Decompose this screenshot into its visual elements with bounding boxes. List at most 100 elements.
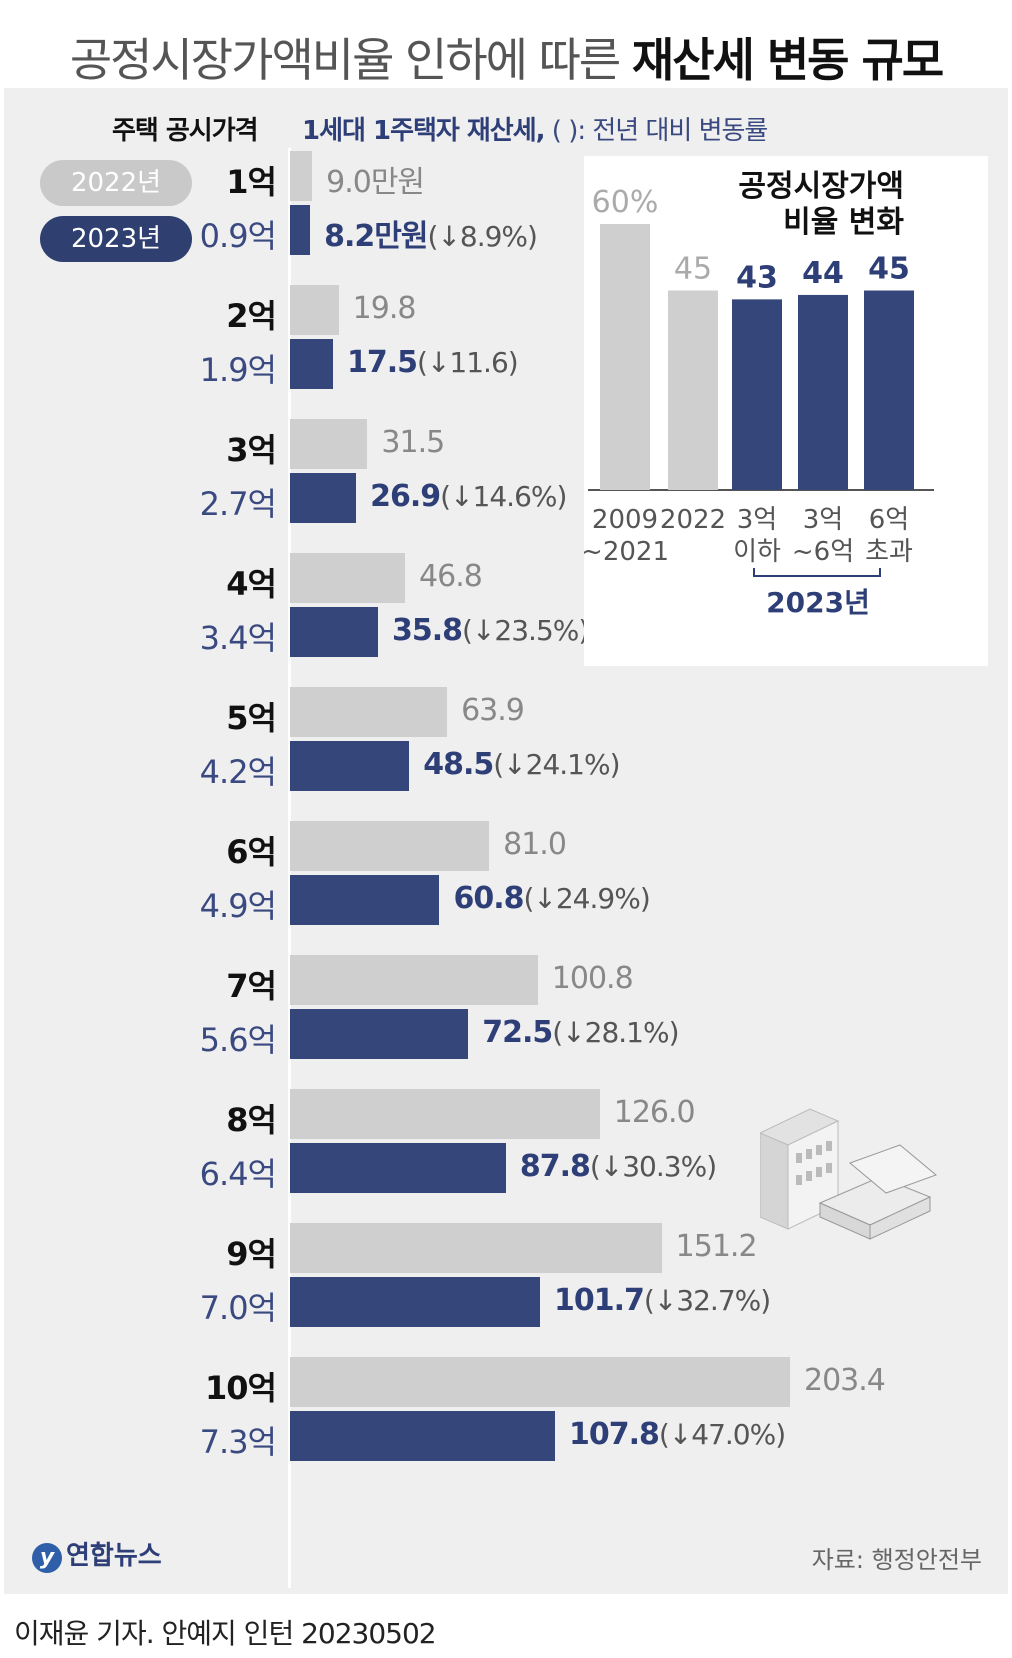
inset-bar (864, 290, 914, 490)
value-2023: 35.8(↓23.5%) (392, 613, 589, 648)
value-2023: 87.8(↓30.3%) (519, 1149, 717, 1184)
bar-2022 (290, 553, 406, 603)
inset-category-label-2: ~6억 (792, 537, 854, 567)
inset-category-label-2: 초과 (865, 537, 913, 567)
bar-2022 (290, 687, 448, 737)
price-2022: 3억 (226, 431, 277, 469)
logo-text: 연합뉴스 (66, 1541, 162, 1571)
value-2023-amount: 26.9 (370, 479, 441, 514)
price-2023: 4.9억 (199, 887, 277, 925)
logo-mark-icon: y (32, 1543, 62, 1573)
value-2022: 203.4 (804, 1363, 886, 1398)
value-2023-amount: 8.2만원 (324, 219, 428, 254)
price-2023: 3.4억 (199, 619, 277, 657)
value-2023-amount: 72.5 (482, 1015, 553, 1050)
inset-bar (668, 290, 718, 490)
inset-value-label: 44 (802, 256, 844, 291)
value-2023-amount: 60.8 (453, 881, 524, 916)
price-2023: 0.9억 (199, 217, 277, 255)
price-2022: 5억 (226, 699, 277, 737)
source-note: 자료: 행정안전부 (811, 1546, 982, 1574)
value-2023: 26.9(↓14.6%) (370, 479, 567, 514)
price-2022: 2억 (226, 297, 277, 335)
bar-2022 (290, 1357, 790, 1407)
inset-value-label: 60% (592, 185, 659, 220)
value-2022: 100.8 (551, 961, 634, 996)
bar-2022 (290, 151, 313, 201)
value-2022: 46.8 (419, 559, 483, 594)
bar-2023 (290, 339, 334, 389)
inset-category-label: 2009 (592, 505, 658, 535)
inset-category-label: 2022 (660, 505, 726, 535)
value-2023-change: (↓24.1%) (493, 748, 620, 781)
inset-bar (600, 224, 650, 490)
bar-2022 (290, 285, 339, 335)
title-light: 공정시장가액비율 인하에 따른 (69, 33, 621, 87)
price-2023: 2.7억 (199, 485, 277, 523)
bar-2023 (290, 1143, 506, 1193)
price-2022: 8억 (226, 1101, 277, 1139)
inset-title-line1: 공정시장가액 (738, 169, 904, 204)
bar-2023 (290, 607, 378, 657)
value-2023: 17.5(↓11.6) (347, 345, 519, 380)
legend-2023: 2023년 (40, 216, 192, 262)
bar-2022 (290, 1223, 662, 1273)
value-2023-amount: 17.5 (347, 345, 418, 380)
byline: 이재윤 기자. 안예지 인턴 20230502 (14, 1617, 437, 1650)
inset-category-label: 6억 (869, 505, 909, 535)
value-2023: 107.8(↓47.0%) (568, 1417, 786, 1452)
value-2023-change: (↓23.5%) (462, 614, 589, 647)
bar-2023 (290, 1009, 469, 1059)
value-2023-amount: 101.7 (554, 1283, 645, 1318)
value-2023-change: (↓14.6%) (440, 480, 567, 513)
bar-2022 (290, 821, 490, 871)
bar-2023 (290, 473, 357, 523)
bar-2022 (290, 1089, 600, 1139)
value-2022: 126.0 (613, 1095, 696, 1130)
legend-2022: 2022년 (40, 160, 192, 206)
value-2022: 151.2 (675, 1229, 758, 1264)
value-2023-change: (↓28.1%) (552, 1016, 679, 1049)
inset-group-bracket (753, 568, 881, 577)
bar-2023 (290, 1277, 540, 1327)
inset-group-label: 2023년 (766, 586, 870, 619)
value-2023-change: (↓47.0%) (658, 1418, 786, 1451)
value-2023-change: (↓11.6) (417, 346, 519, 379)
value-2023-change: (↓30.3%) (589, 1150, 717, 1183)
inset-title-line2: 비율 변화 (783, 205, 904, 240)
axis-line (288, 148, 291, 1588)
bar-2023 (290, 875, 440, 925)
value-2023-change: (↓32.7%) (643, 1284, 771, 1317)
ratio-inset-chart: 공정시장가액 비율 변화 60% 2009 ~2021 45 2022 43 3억 이하 44 3억 ~… (584, 156, 988, 666)
price-header: 주택 공시가격 (112, 116, 259, 146)
ratio-inset-svg: 공정시장가액비율 변화60%2009~2021452022433억이하443억~… (584, 169, 934, 619)
bar-2022 (290, 419, 368, 469)
price-2022: 1억 (226, 163, 277, 201)
tax-header-rest: ( ): 전년 대비 변동률 (551, 116, 769, 146)
inset-value-label: 43 (736, 260, 778, 295)
value-2023-amount: 107.8 (568, 1417, 660, 1452)
inset-value-label: 45 (674, 252, 712, 287)
value-2022: 9.0만원 (326, 165, 425, 200)
inset-category-label-2: 이하 (733, 537, 781, 567)
value-2023-change: (↓8.9%) (427, 220, 538, 253)
bar-2023 (290, 1411, 555, 1461)
value-2022: 81.0 (503, 827, 567, 862)
title-bold: 재산세 변동 규모 (631, 33, 944, 87)
price-2022: 6억 (226, 833, 277, 871)
price-2023: 7.3억 (199, 1423, 277, 1461)
value-2023: 8.2만원(↓8.9%) (324, 211, 538, 255)
price-2023: 6.4억 (199, 1155, 277, 1193)
yonhap-logo: y 연합뉴스 (32, 1535, 162, 1573)
tax-header-bold: 1세대 1주택자 재산세, (302, 116, 546, 146)
inset-bar (798, 294, 848, 490)
price-2023: 1.9억 (199, 351, 277, 389)
value-2023-amount: 87.8 (519, 1149, 591, 1184)
page-title: 공정시장가액비율 인하에 따른 재산세 변동 규모 (0, 24, 1012, 90)
inset-category-label: 3억 (737, 505, 777, 535)
value-2023-amount: 48.5 (423, 747, 494, 782)
inset-bar (732, 299, 782, 490)
price-2022: 4억 (226, 565, 277, 603)
price-2023: 5.6억 (199, 1021, 277, 1059)
